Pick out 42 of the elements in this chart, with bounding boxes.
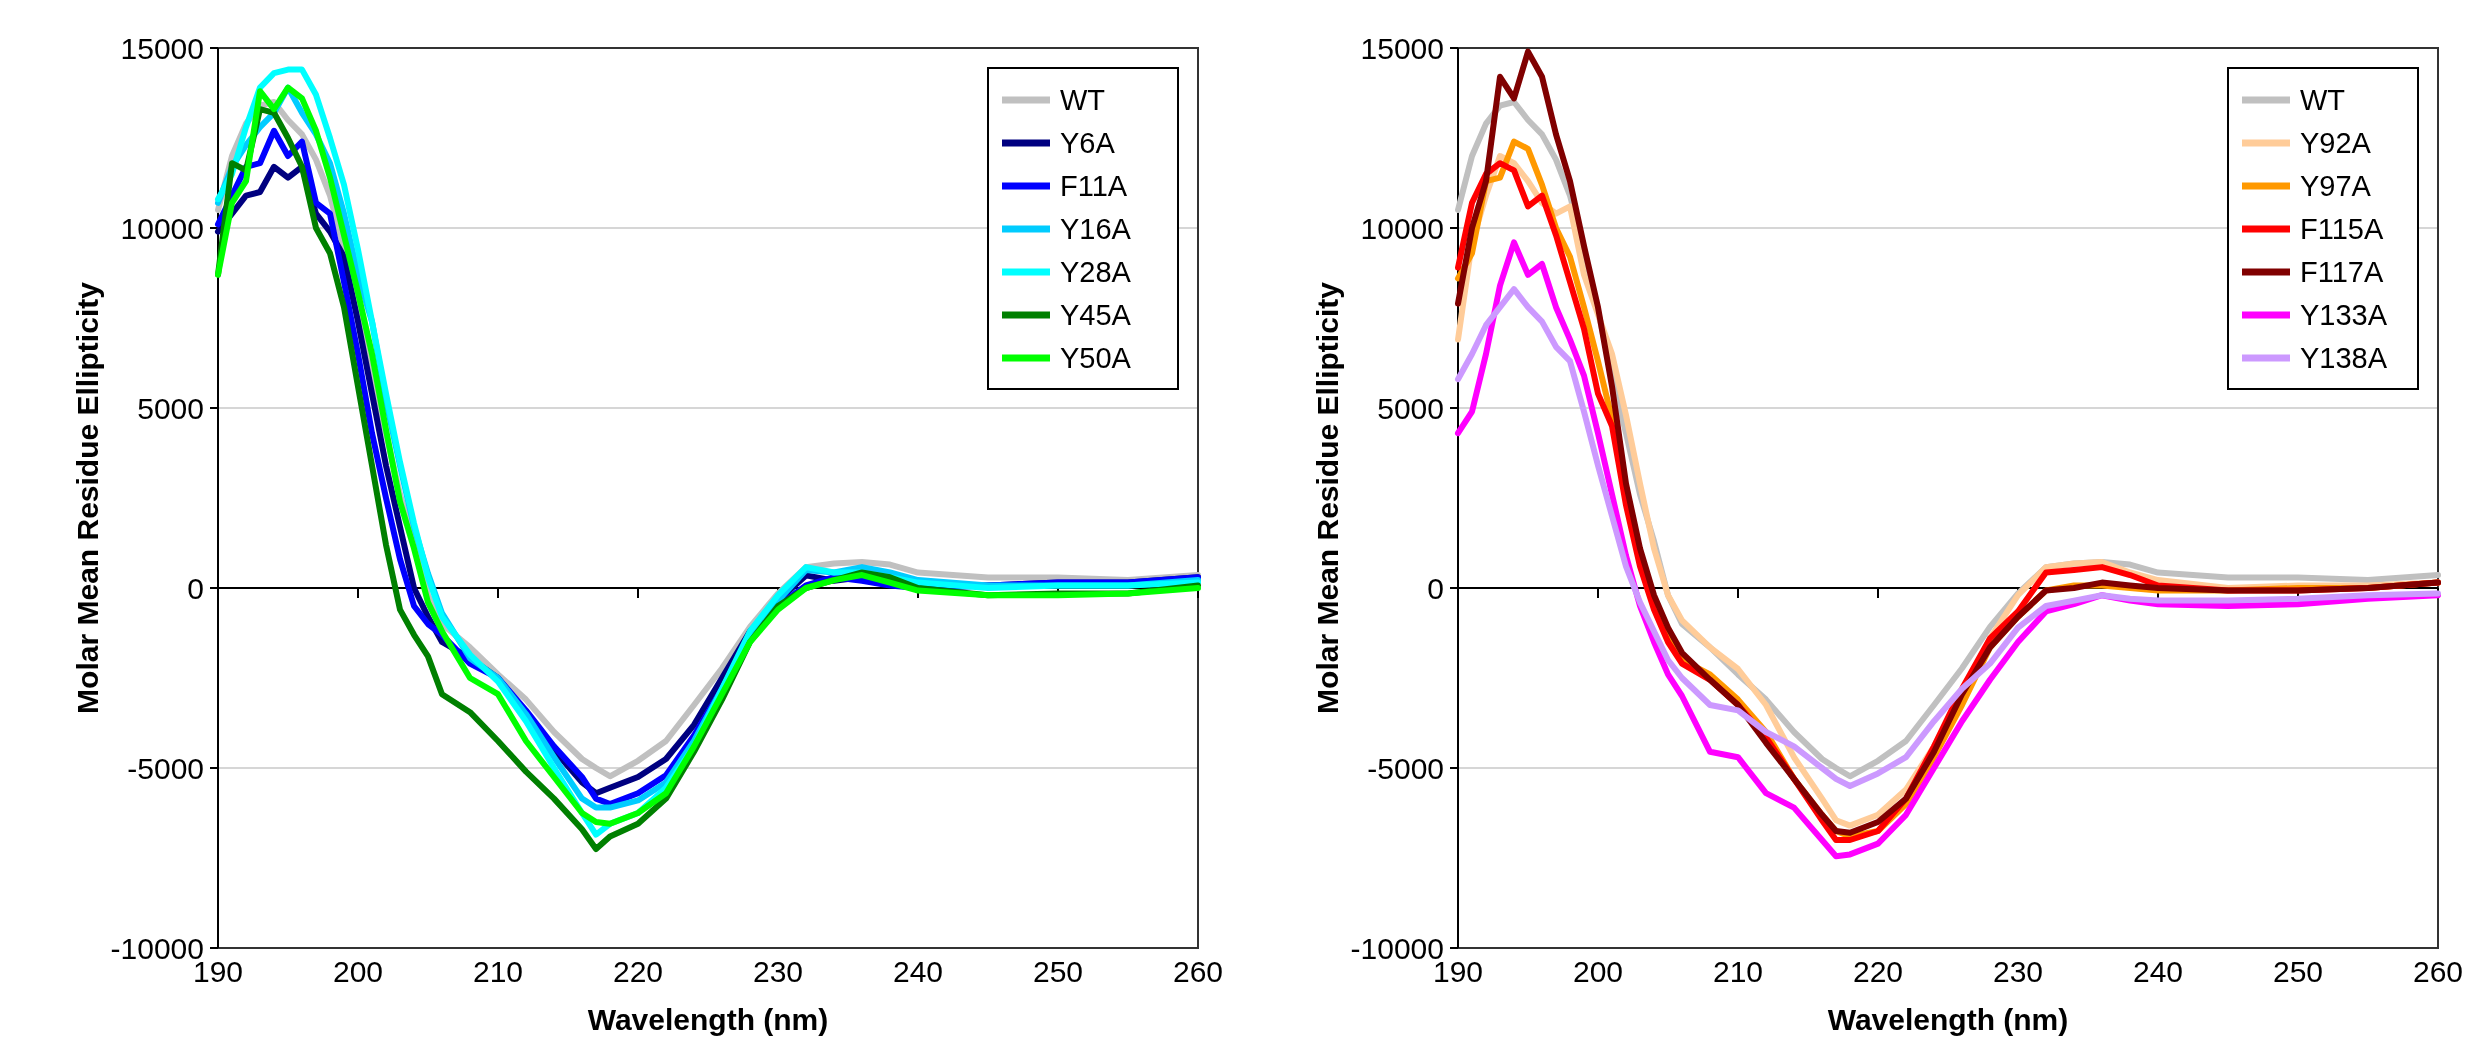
y-tick-label: 10000 bbox=[120, 211, 204, 245]
y-tick-label: -5000 bbox=[1367, 751, 1444, 785]
y-tick-label: 10000 bbox=[1360, 211, 1444, 245]
x-tick-label: 260 bbox=[2412, 955, 2464, 988]
legend-label: WT bbox=[2300, 84, 2346, 117]
y-tick-label: 15000 bbox=[120, 31, 204, 65]
x-axis-title: Wavelength (nm) bbox=[1827, 1003, 2069, 1036]
legend-label: Y97A bbox=[2300, 170, 2372, 203]
x-tick-label: 250 bbox=[1032, 955, 1084, 988]
y-tick-label: 5000 bbox=[137, 391, 204, 425]
legend-label: Y28A bbox=[1060, 256, 1132, 289]
x-tick-label: 240 bbox=[2132, 955, 2184, 988]
x-tick-label: 260 bbox=[1172, 955, 1224, 988]
y-axis-title: Molar Mean Residue Ellipticity bbox=[71, 281, 104, 714]
legend-label: Y6A bbox=[1060, 127, 1116, 160]
x-tick-label: 240 bbox=[892, 955, 944, 988]
x-tick-label: 200 bbox=[332, 955, 384, 988]
legend-label: Y50A bbox=[1060, 342, 1132, 375]
x-tick-label: 210 bbox=[472, 955, 524, 988]
x-tick-label: 250 bbox=[2272, 955, 2324, 988]
legend-label: F115A bbox=[2300, 213, 2384, 246]
y-tick-label: 0 bbox=[187, 571, 204, 605]
legend-label: F117A bbox=[2300, 256, 2384, 289]
x-tick-label: 230 bbox=[1992, 955, 2044, 988]
legend-label: Y92A bbox=[2300, 127, 2372, 160]
y-axis-title: Molar Mean Residue Ellipticity bbox=[1311, 281, 1344, 714]
x-axis-title: Wavelength (nm) bbox=[587, 1003, 829, 1036]
x-tick-label: 200 bbox=[1572, 955, 1624, 988]
y-tick-label: 5000 bbox=[1377, 391, 1444, 425]
x-tick-label: 220 bbox=[1852, 955, 1904, 988]
legend-label: Y138A bbox=[2300, 342, 2388, 375]
legend-label: F11A bbox=[1060, 170, 1128, 203]
x-tick-label: 220 bbox=[612, 955, 664, 988]
legend-label: Y133A bbox=[2300, 299, 2388, 332]
legend-label: Y16A bbox=[1060, 213, 1132, 246]
legend-label: Y45A bbox=[1060, 299, 1132, 332]
y-tick-label: 15000 bbox=[1360, 31, 1444, 65]
x-tick-label: 230 bbox=[752, 955, 804, 988]
x-tick-label: 210 bbox=[1712, 955, 1764, 988]
y-tick-label: -5000 bbox=[127, 751, 204, 785]
legend-label: WT bbox=[1060, 84, 1106, 117]
y-tick-label: 0 bbox=[1427, 571, 1444, 605]
